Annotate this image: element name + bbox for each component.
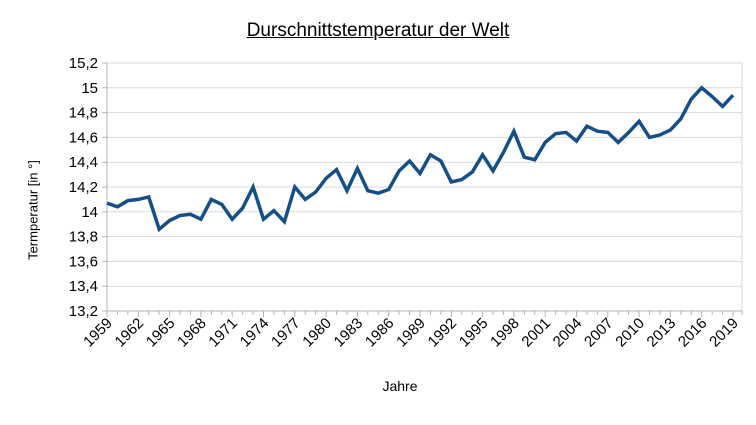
y-tick-label: 15,2: [69, 55, 98, 72]
x-tick-label: 2010: [612, 315, 648, 351]
x-tick-label: 2001: [518, 315, 554, 351]
x-tick-label: 1989: [393, 315, 429, 351]
y-tick-label: 13,8: [69, 229, 98, 246]
y-tick-label: 14,6: [69, 129, 98, 146]
x-tick-label: 1992: [425, 315, 461, 351]
x-tick-label: 2019: [706, 315, 742, 351]
y-tick-label: 14,4: [69, 154, 98, 171]
x-tick-label: 1974: [237, 315, 273, 351]
x-tick-label: 1968: [174, 315, 210, 351]
y-axis-title: Termperatur [in °]: [25, 160, 41, 260]
y-tick-label: 13,6: [69, 253, 98, 270]
x-tick-label: 1983: [331, 315, 367, 351]
y-tick-label: 14,8: [69, 105, 98, 122]
x-tick-label: 1965: [143, 315, 179, 351]
y-tick-label: 15: [81, 80, 98, 97]
x-tick-label: 1971: [205, 315, 241, 351]
chart-title: Durschnittstemperatur der Welt: [246, 20, 510, 41]
x-axis-title: Jahre: [382, 378, 418, 394]
x-tick-label: 2016: [675, 315, 711, 351]
x-tick-label: 2007: [581, 315, 617, 351]
x-tick-label: 2013: [644, 315, 680, 351]
x-tick-label: 1980: [299, 315, 335, 351]
x-tick-label: 1998: [487, 315, 523, 351]
y-tick-label: 13,2: [69, 303, 98, 320]
temperature-line: [106, 85, 735, 233]
x-tick-label: 1986: [362, 315, 398, 351]
x-tick-label: 1962: [112, 315, 148, 351]
y-tick-label: 14,2: [69, 179, 98, 196]
x-tick-label: 1959: [80, 315, 116, 351]
x-tick-label: 1977: [268, 315, 304, 351]
x-tick-label: 2004: [550, 315, 586, 351]
x-tick-label: 1995: [456, 315, 492, 351]
y-tick-label: 13,4: [69, 278, 98, 295]
y-tick-label: 14: [81, 204, 98, 221]
